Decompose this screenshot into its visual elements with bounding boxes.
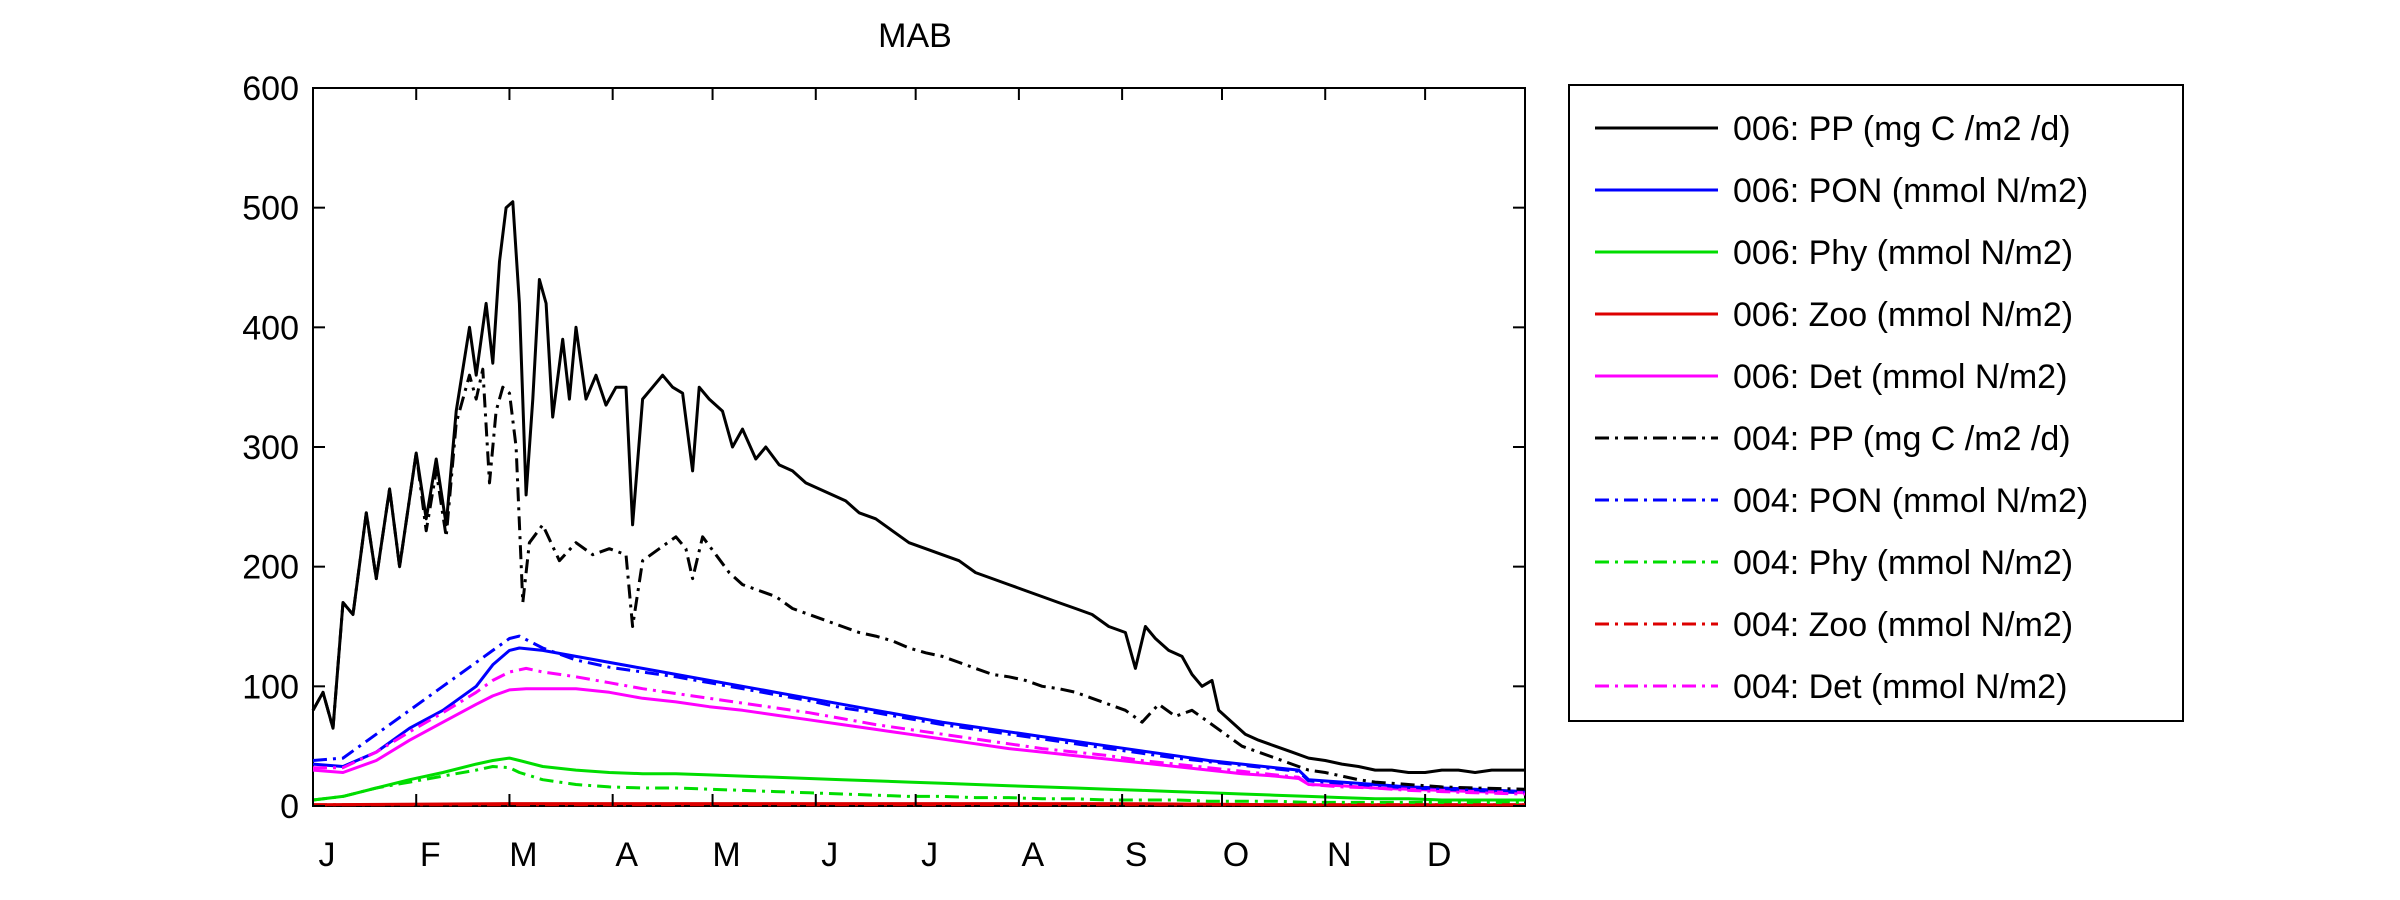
legend: 006: PP (mg C /m2 /d) 006: PON (mmol N/m2… (1568, 84, 2184, 722)
x-tick-label: M (712, 836, 740, 874)
legend-label-4: 006: Det (mmol N/m2) (1733, 358, 2067, 396)
legend-label-2: 006: Phy (mmol N/m2) (1733, 234, 2073, 272)
series-line-9 (313, 666, 1526, 796)
y-tick-label: 400 (242, 309, 299, 347)
legend-label-0: 006: PP (mg C /m2 /d) (1733, 110, 2071, 148)
series-line-2 (312, 756, 1525, 802)
x-tick-label: J (319, 836, 336, 874)
x-tick-label: F (420, 836, 441, 874)
legend-label-9: 004: Det (mmol N/m2) (1733, 668, 2067, 706)
series-line-5 (311, 367, 1526, 791)
x-tick-label: A (1022, 836, 1045, 874)
x-tick-label: M (509, 836, 537, 874)
legend-label-7: 004: Phy (mmol N/m2) (1733, 544, 2073, 582)
axes: 0 100 200 300 400 500 600 J F M A M J J A S O N D (242, 70, 1525, 874)
chart-title: MAB (878, 17, 952, 55)
plot-area (312, 87, 1526, 807)
legend-label-5: 004: PP (mg C /m2 /d) (1733, 420, 2071, 458)
x-tick-label: O (1223, 836, 1249, 874)
legend-label-6: 004: PON (mmol N/m2) (1733, 482, 2088, 520)
x-tick-label: N (1327, 836, 1352, 874)
y-tick-label: 200 (242, 549, 299, 587)
x-tick-label: S (1125, 836, 1148, 874)
y-tick-label: 0 (280, 788, 299, 826)
y-tick-label: 100 (242, 668, 299, 706)
series-line-0 (311, 200, 1525, 774)
x-tick-label: J (921, 836, 938, 874)
x-tick-label: A (615, 836, 638, 874)
legend-label-3: 006: Zoo (mmol N/m2) (1733, 296, 2073, 334)
legend-items: 006: PP (mg C /m2 /d) 006: PON (mmol N/m2… (1595, 110, 2088, 706)
x-tick-label: J (821, 836, 838, 874)
y-tick-label: 500 (242, 190, 299, 228)
y-tick-label: 600 (242, 70, 299, 108)
legend-label-8: 004: Zoo (mmol N/m2) (1733, 606, 2073, 644)
series-line-7 (312, 765, 1525, 804)
y-tick-label: 300 (242, 429, 299, 467)
series-line-6 (312, 634, 1526, 795)
x-tick-label: D (1427, 836, 1452, 874)
legend-label-1: 006: PON (mmol N/m2) (1733, 172, 2088, 210)
